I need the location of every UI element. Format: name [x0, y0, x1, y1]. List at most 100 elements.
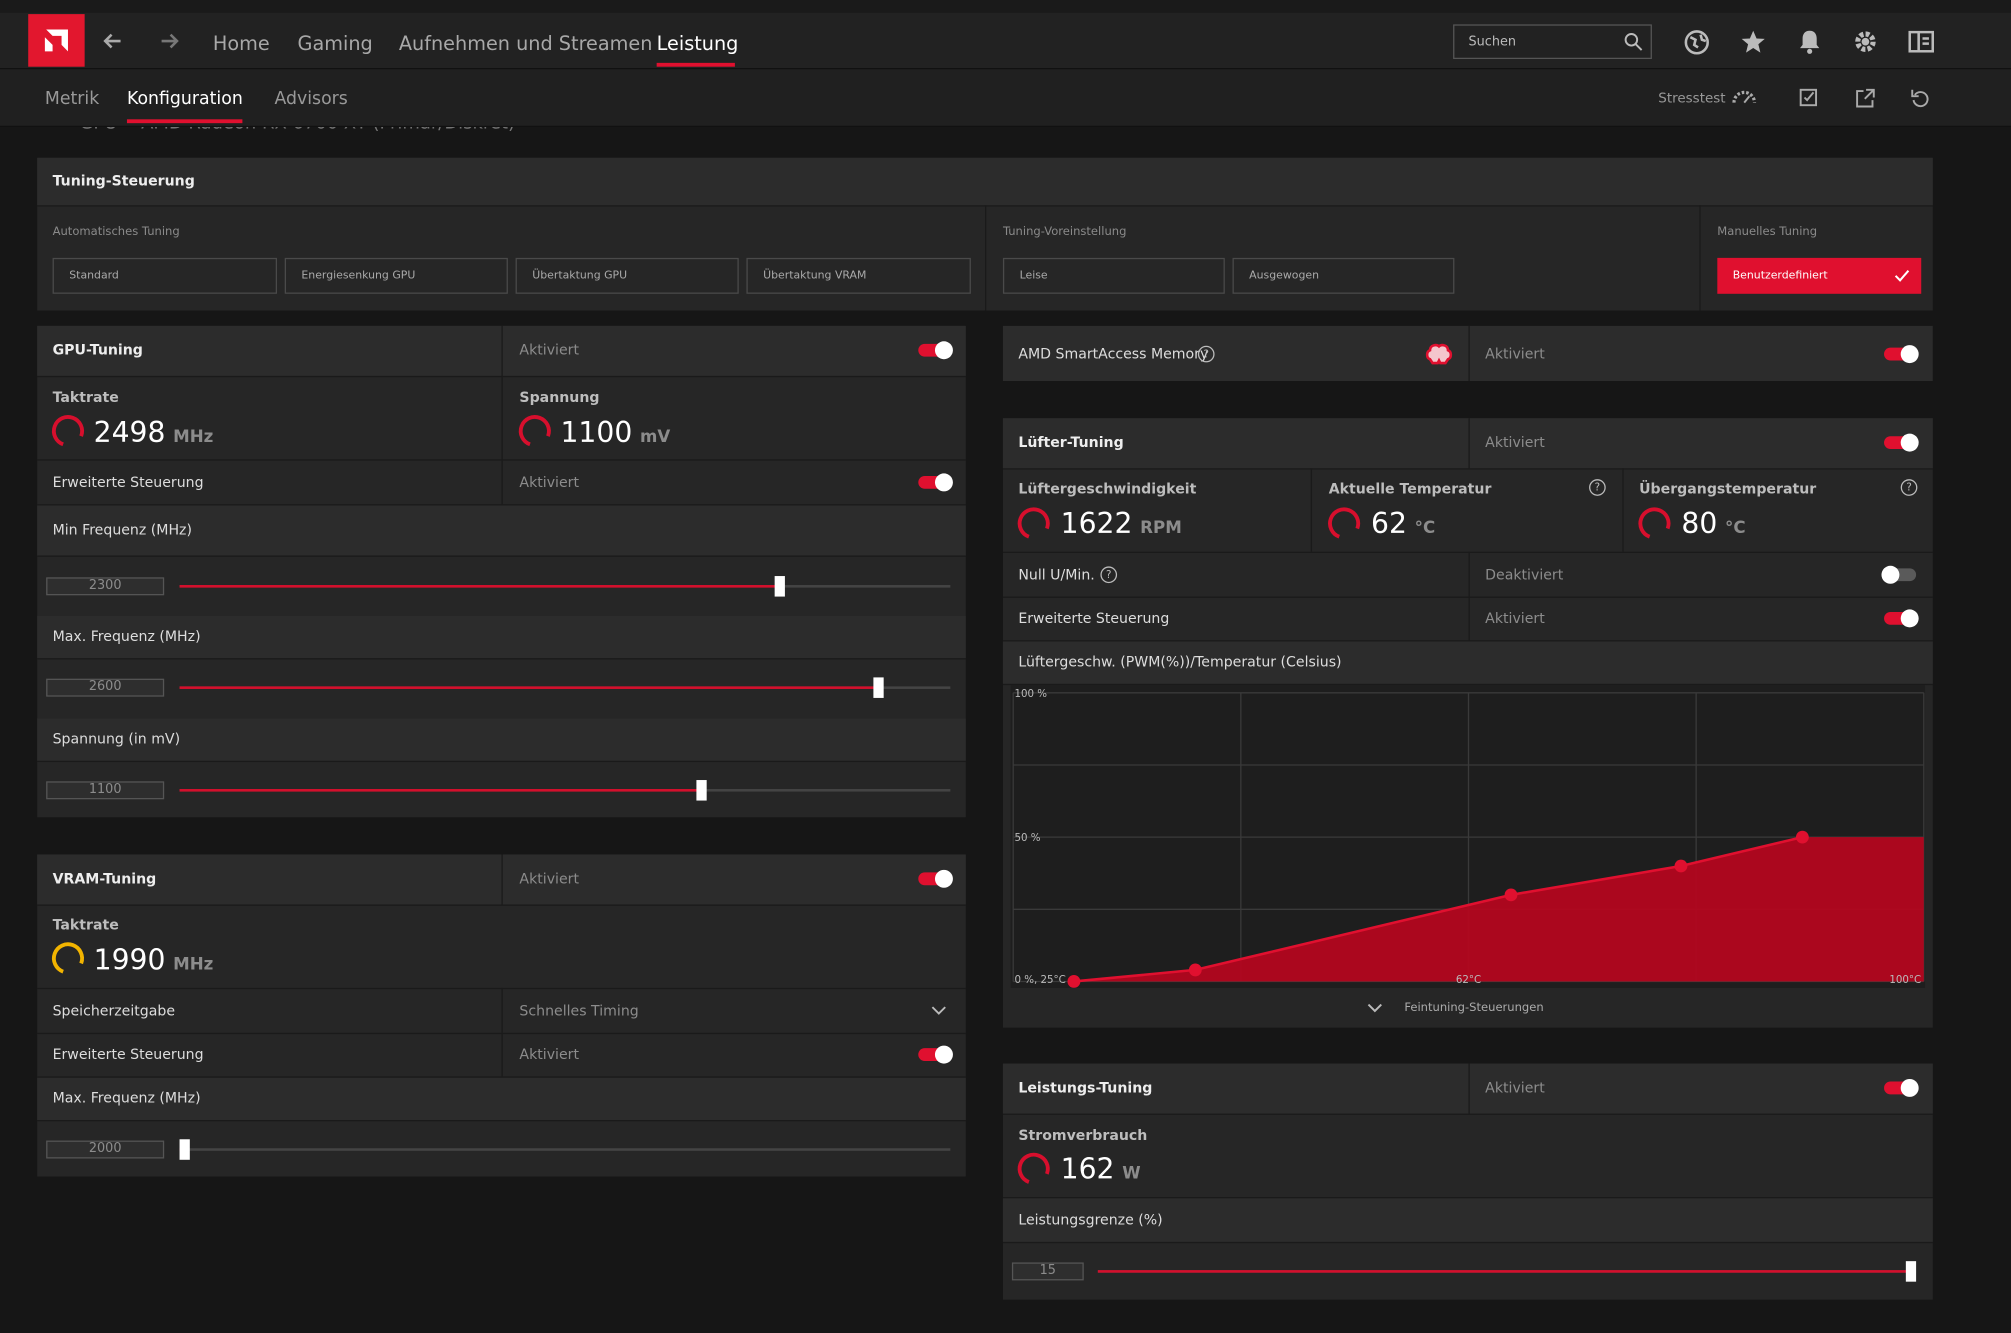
help-icon[interactable]: ? — [1589, 479, 1606, 496]
toggle[interactable] — [918, 473, 953, 492]
axis-label: 50 % — [1014, 832, 1040, 844]
tuning-button[interactable]: Energiesenkung GPU — [284, 257, 508, 294]
toggle[interactable] — [1881, 565, 1917, 584]
search-box[interactable]: Suchen — [1453, 24, 1652, 60]
metric-label: Spannung — [519, 389, 600, 407]
slider-thumb[interactable] — [774, 576, 786, 597]
slider-label: Min Frequenz (MHz) — [52, 521, 192, 539]
toggle[interactable] — [1884, 609, 1919, 628]
slider-thumb[interactable] — [696, 780, 707, 801]
settings-icon[interactable] — [1852, 28, 1879, 55]
toggle[interactable] — [1884, 345, 1919, 364]
export-icon[interactable] — [1856, 88, 1875, 108]
fine-tuning-link[interactable]: Feintuning-Steuerungen — [1404, 1001, 1544, 1015]
nav-item-active[interactable]: Leistung — [656, 32, 739, 56]
fan-curve-point[interactable] — [1504, 888, 1518, 902]
fan-curve-point[interactable] — [1795, 830, 1809, 844]
divider — [37, 504, 966, 506]
notifications-icon[interactable] — [1797, 28, 1823, 55]
help-icon[interactable]: ? — [1100, 566, 1118, 584]
slider-thumb[interactable] — [873, 677, 884, 698]
sub-nav-item-active[interactable]: Konfiguration — [126, 88, 243, 110]
dropdown-value[interactable]: Schnelles Timing — [519, 1002, 639, 1020]
metric-label: Taktrate — [52, 389, 119, 407]
metric-label: Aktuelle Temperatur — [1328, 480, 1492, 498]
layout-icon[interactable] — [1908, 30, 1935, 53]
slider-fill — [179, 585, 780, 588]
globe-icon[interactable] — [1684, 30, 1710, 56]
sub-nav-item[interactable]: Advisors — [274, 88, 348, 110]
reset-icon[interactable] — [1911, 89, 1930, 108]
value: 2498 — [93, 417, 166, 450]
gauge — [1017, 1152, 1050, 1185]
toggle[interactable] — [1884, 433, 1919, 452]
dropdown-chevron[interactable] — [931, 1005, 946, 1017]
metric-label: Lüftergeschwindigkeit — [1018, 480, 1197, 498]
slider-thumb[interactable] — [179, 1139, 191, 1160]
slider-value: 15 — [1039, 1263, 1056, 1278]
tuning-button[interactable]: Übertaktung GPU — [515, 257, 739, 294]
stress-test-icon[interactable] — [1731, 87, 1757, 105]
slider-input[interactable]: 1100 — [46, 781, 165, 800]
sub-nav: Metrik Konfiguration Advisors Stresstest — [0, 69, 2011, 128]
toggle[interactable] — [918, 1045, 953, 1064]
preset-button[interactable]: Leise — [1002, 257, 1225, 294]
slider-input[interactable]: 2300 — [46, 577, 165, 596]
gauge-arc — [51, 415, 85, 448]
gauge — [51, 942, 85, 975]
button-label: Standard — [69, 269, 119, 283]
toggle[interactable] — [918, 341, 953, 360]
preset-button[interactable]: Ausgewogen — [1232, 257, 1455, 294]
slider-input[interactable]: 2600 — [46, 678, 165, 697]
fan-curve-point[interactable] — [1067, 975, 1081, 988]
divider — [1002, 1241, 1933, 1244]
toggle[interactable] — [918, 869, 953, 888]
slider-value: 2300 — [88, 578, 122, 593]
slider-thumb[interactable] — [1906, 1261, 1917, 1282]
row-bg — [37, 718, 966, 761]
tuning-button[interactable]: Übertaktung VRAM — [746, 257, 971, 294]
nav-item[interactable]: Home — [212, 32, 270, 56]
row-bg — [1002, 641, 1933, 684]
row-label: Erweiterte Steuerung — [52, 1046, 204, 1063]
expand-chevron[interactable] — [1367, 1002, 1382, 1014]
slider-track[interactable] — [179, 576, 951, 597]
unit: MHz — [173, 427, 214, 448]
metric-value: 80 °C — [1681, 509, 1745, 541]
gauge — [1638, 507, 1671, 540]
help-icon[interactable]: ? — [1900, 479, 1918, 496]
toggle[interactable] — [1884, 1078, 1919, 1097]
slider-track[interactable] — [179, 1139, 951, 1160]
row-label: Null U/Min. — [1018, 566, 1095, 584]
sub-nav-item[interactable]: Metrik — [44, 88, 100, 110]
slider-track[interactable] — [1097, 1261, 1917, 1282]
tuning-button[interactable]: Standard — [52, 257, 278, 294]
help-icon[interactable]: ? — [1197, 345, 1215, 363]
stress-test[interactable]: Stresstest — [1658, 91, 1726, 107]
divider — [37, 658, 966, 660]
button-label: Energiesenkung GPU — [301, 269, 416, 283]
manual-button-selected[interactable]: Benutzerdefiniert — [1717, 257, 1922, 294]
favorites-icon[interactable] — [1740, 30, 1766, 56]
slider-input[interactable]: 2000 — [46, 1140, 165, 1159]
button-label: Ausgewogen — [1249, 269, 1319, 283]
fan-curve-point[interactable] — [1188, 963, 1202, 977]
sam-panel — [1002, 325, 1933, 382]
back-icon[interactable] — [103, 31, 124, 52]
nav-item[interactable]: Gaming — [297, 32, 373, 56]
slider-track[interactable] — [179, 780, 951, 801]
slider-input[interactable]: 15 — [1011, 1262, 1084, 1281]
axis-label: 100 % — [1014, 688, 1047, 700]
divider — [37, 1120, 966, 1122]
slider-track[interactable] — [179, 677, 951, 698]
forward-icon[interactable] — [159, 31, 180, 52]
search-icon — [1624, 33, 1643, 51]
value: 1990 — [93, 944, 166, 977]
logo[interactable] — [28, 14, 85, 67]
apply-icon[interactable] — [1799, 88, 1818, 108]
nav-item[interactable]: Aufnehmen und Streamen — [398, 32, 653, 56]
fan-curve-point[interactable] — [1674, 859, 1688, 873]
panel-header — [37, 157, 1933, 206]
gauge — [51, 415, 85, 448]
